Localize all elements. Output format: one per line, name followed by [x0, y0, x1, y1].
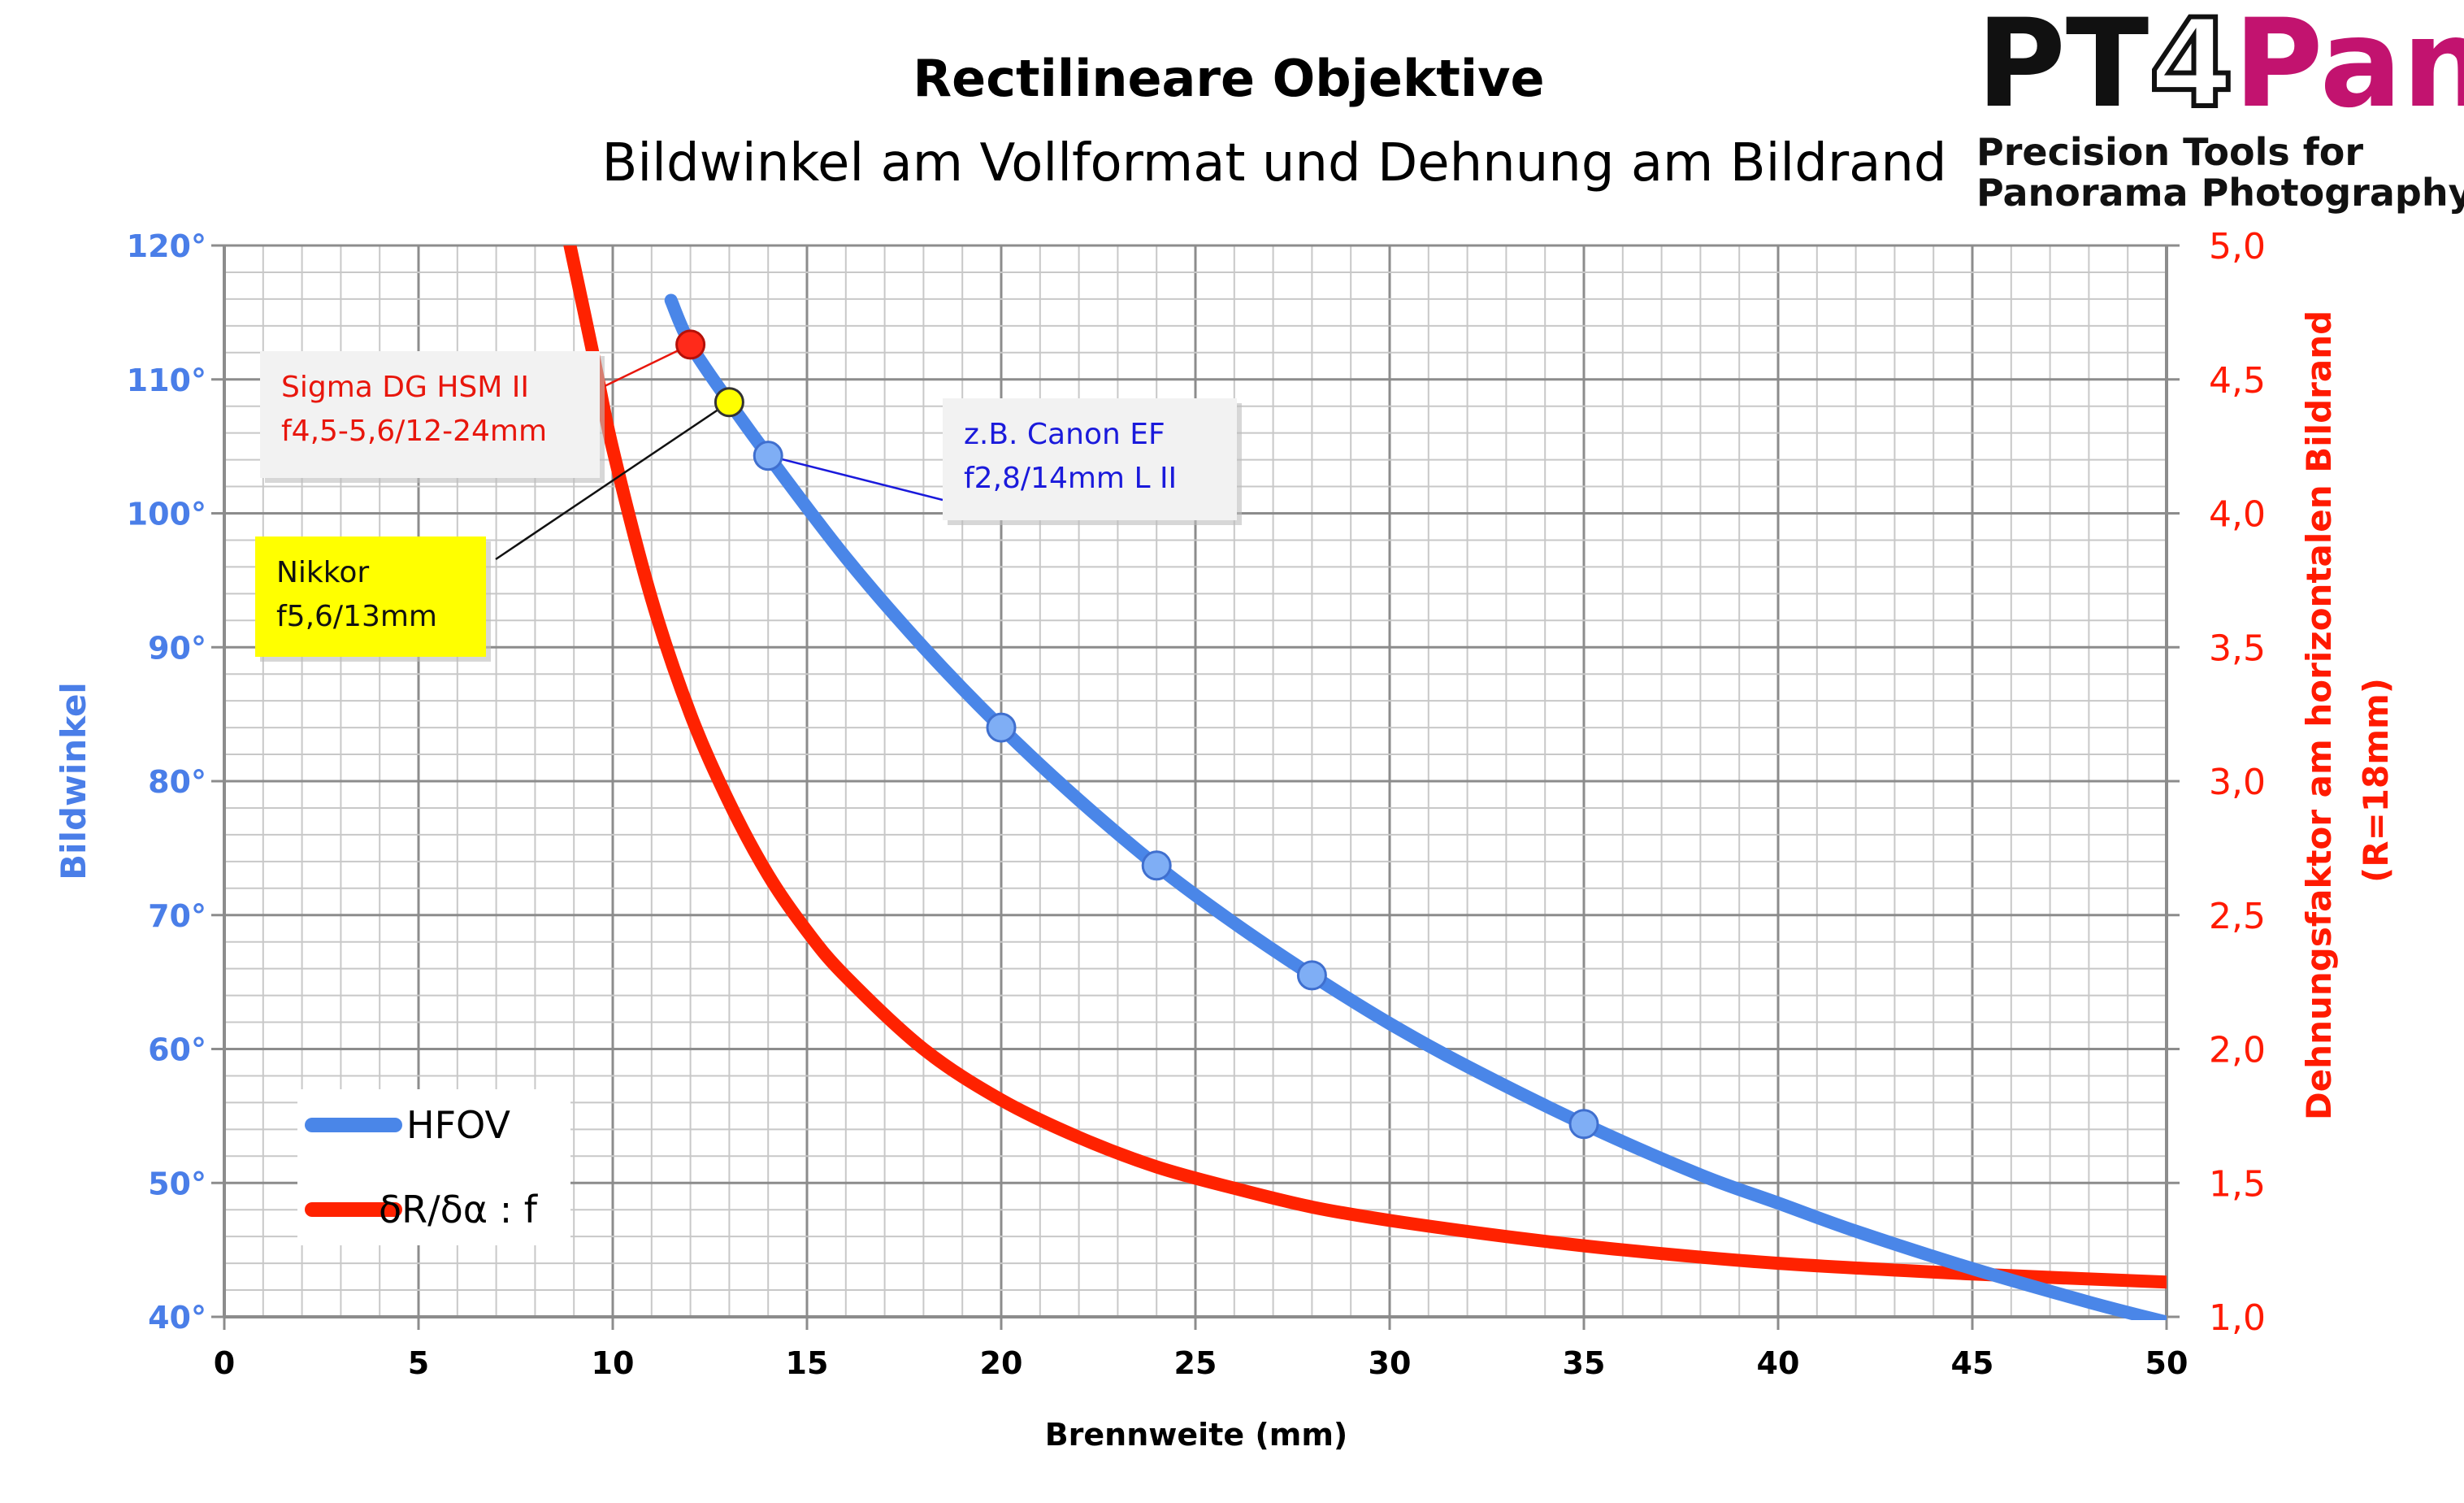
logo-pt: PT: [1976, 0, 2149, 135]
y-right-tick-label: 5,0: [2209, 226, 2266, 267]
annotation-nikkor-line-1: Nikkor: [276, 556, 369, 589]
legend-stretch-label: δR/δα : f: [379, 1188, 539, 1232]
logo-tagline-2: Panorama Photography: [1976, 171, 2464, 215]
legend-hfov-label: HFOV: [406, 1103, 510, 1147]
y-left-tick-label: 80°: [148, 764, 206, 800]
annotation-nikkor-line-2: f5,6/13mm: [276, 600, 437, 633]
y-right-tick-label: 2,0: [2209, 1030, 2266, 1071]
y-left-tick-label: 60°: [148, 1032, 206, 1068]
annotation-canon: z.B. Canon EF f2,8/14mm L II: [767, 398, 1242, 525]
chart-title: Rectilineare Objektive: [913, 49, 1544, 108]
y-axis-right-label: Dehnungsfaktor am horizontalen Bildrand: [2299, 311, 2339, 1120]
legend: HFOV δR/δα : f: [297, 1089, 570, 1245]
logo-pano: Pano: [2234, 0, 2464, 135]
marker-blue: [1296, 960, 1327, 991]
annotation-canon-line-1: z.B. Canon EF: [964, 418, 1165, 451]
annotation-sigma-line-2: f4,5-5,6/12-24mm: [281, 415, 547, 448]
y-right-tick-label: 3,0: [2209, 762, 2266, 803]
x-tick-label: 15: [786, 1345, 829, 1381]
x-axis-label: Brennweite (mm): [1045, 1417, 1348, 1453]
chart-subtitle: Bildwinkel am Vollformat und Dehnung am …: [601, 133, 1946, 193]
y-right-tick-label: 1,0: [2209, 1297, 2266, 1339]
y-right-tick-label: 4,5: [2209, 360, 2266, 402]
y-right-tick-label: 1,5: [2209, 1163, 2266, 1205]
x-tick-label: 5: [408, 1345, 429, 1381]
x-tick-label: 30: [1369, 1345, 1412, 1381]
annotation-canon-leader: [767, 454, 944, 502]
logo-tagline-1: Precision Tools for: [1976, 130, 2363, 174]
marker-yellow: [714, 387, 744, 418]
x-tick-label: 20: [980, 1345, 1023, 1381]
annotation-canon-line-2: f2,8/14mm L II: [964, 462, 1177, 495]
y-left-tick-label: 70°: [148, 898, 206, 934]
y-right-tick-label: 4,0: [2209, 494, 2266, 536]
y-left-tick-label: 120°: [127, 228, 206, 264]
svg-text:PT4Pano: PT4Pano: [1976, 0, 2464, 135]
y-left-tick-label: 90°: [148, 630, 206, 666]
annotation-sigma-leader: [604, 343, 692, 388]
annotation-nikkor: Nikkor f5,6/13mm: [255, 401, 731, 662]
marker-red: [675, 329, 706, 360]
marker-layer: [675, 329, 1599, 1140]
annotation-sigma-line-1: Sigma DG HSM II: [281, 371, 529, 404]
marker-blue: [1141, 850, 1172, 881]
annotation-canon-box: [943, 398, 1237, 520]
hfov-line: [664, 293, 2167, 1320]
x-tick-label: 10: [592, 1345, 635, 1381]
y-right-tick-label: 3,5: [2209, 628, 2266, 669]
annotation-nikkor-leader: [495, 401, 731, 561]
legend-box: [297, 1089, 570, 1245]
y-left-tick-label: 50°: [148, 1166, 206, 1201]
series-layer: [563, 245, 2167, 1320]
y-left-tick-label: 100°: [127, 497, 206, 532]
x-tick-label: 25: [1174, 1345, 1217, 1381]
logo: PT4Pano Precision Tools for Panorama Pho…: [1976, 0, 2464, 215]
stretch-factor-line: [563, 245, 2167, 1289]
y-left-tick-label: 40°: [148, 1300, 206, 1336]
axes: 0 5 10 15 20 25 30 35 40 45 50 40° 50° 60° 70° 80° 90° 10…: [127, 226, 2266, 1381]
y-axis-right-label-2: (R=18mm): [2356, 678, 2396, 883]
annotation-layer: Sigma DG HSM II f4,5-5,6/12-24mm z.B. Cano…: [255, 343, 1242, 662]
annotation-sigma: Sigma DG HSM II f4,5-5,6/12-24mm: [260, 343, 692, 483]
marker-blue: [1568, 1109, 1599, 1140]
x-tick-label: 45: [1951, 1345, 1994, 1381]
logo-four: 4: [2149, 0, 2233, 135]
annotation-nikkor-box: [255, 536, 486, 657]
marker-blue: [753, 441, 783, 471]
y-left-tick-label: 110°: [127, 363, 206, 398]
marker-blue: [986, 712, 1017, 743]
x-tick-label: 50: [2145, 1345, 2189, 1381]
annotation-sigma-box: [260, 351, 600, 478]
x-tick-label: 0: [214, 1345, 235, 1381]
x-tick-label: 40: [1757, 1345, 1800, 1381]
x-tick-label: 35: [1563, 1345, 1606, 1381]
y-right-tick-label: 2,5: [2209, 896, 2266, 937]
y-axis-left-label: Bildwinkel: [54, 682, 93, 880]
